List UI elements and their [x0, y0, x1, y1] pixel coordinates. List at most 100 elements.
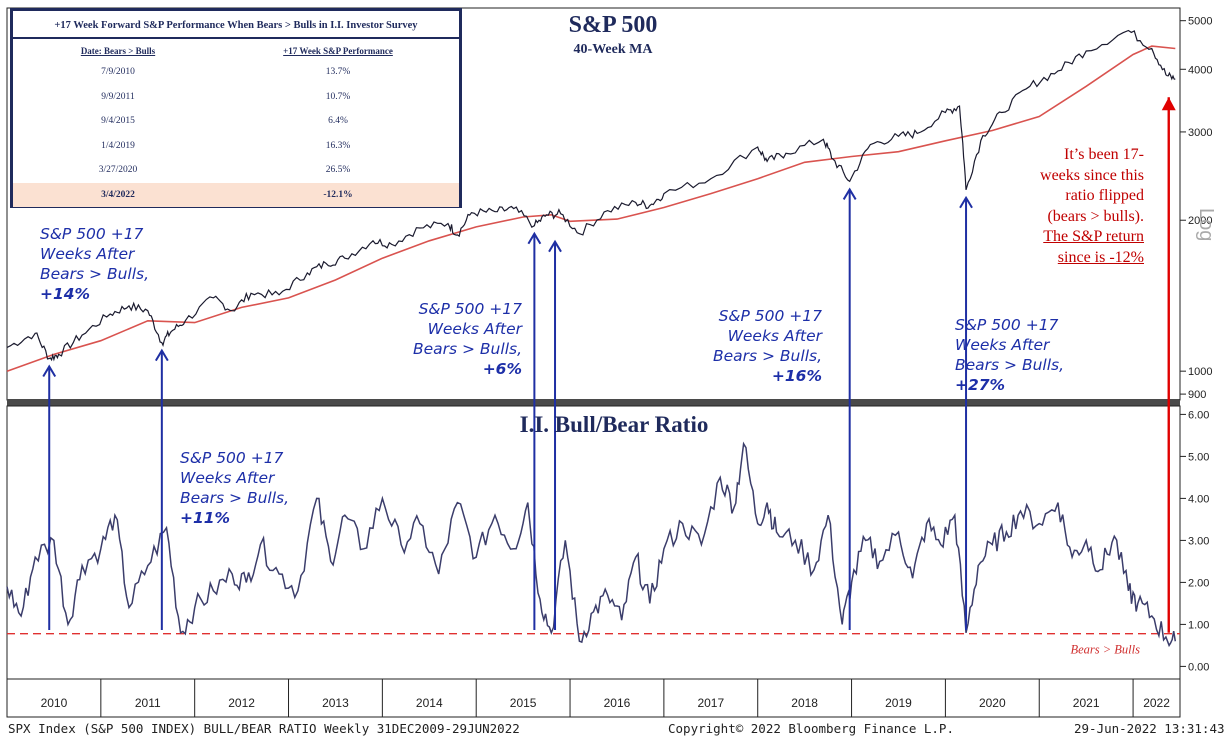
ratio-y-tick-label: 2.00: [1188, 577, 1209, 589]
red-note-line: It’s been 17-: [1064, 146, 1144, 163]
annotation-2015: S&P 500 +17 Weeks After Bears > Bulls, +…: [402, 299, 522, 379]
price-log-label: Log: [1195, 208, 1217, 241]
arrow-blue-head: [154, 348, 169, 362]
panel-divider: [7, 399, 1180, 406]
price-y-tick-label: 3000: [1188, 127, 1212, 139]
red-note-line: ratio flipped: [1065, 187, 1144, 204]
annotation-line: Weeks After: [955, 336, 1050, 354]
x-tick-label: 2013: [322, 696, 349, 710]
ratio-y-tick-label: 5.00: [1188, 451, 1209, 463]
x-axis-band: [6, 678, 1181, 718]
ratio-y-tick-label: 6.00: [1188, 409, 1209, 421]
table-row: 3/27/2020 26.5%: [13, 158, 459, 183]
x-tick-label: 2010: [41, 696, 68, 710]
table-row: 9/9/2011 10.7%: [13, 85, 459, 110]
annotation-line: S&P 500 +17: [180, 449, 284, 467]
table-cell-perf: 16.3%: [325, 140, 351, 151]
table-header-perf: +17 Week S&P Performance: [283, 46, 393, 56]
footer-source: SPX Index (S&P 500 INDEX) BULL/BEAR RATI…: [8, 721, 520, 736]
price-series-line: [6, 29, 1176, 362]
footer-bar: SPX Index (S&P 500 INDEX) BULL/BEAR RATI…: [0, 717, 1229, 745]
table-cell-date: 1/4/2019: [101, 140, 135, 151]
annotation-pct: +14%: [40, 285, 91, 303]
table-cell-perf: 6.4%: [328, 116, 348, 127]
annotation-line: Bears > Bulls,: [412, 340, 522, 358]
annotation-pct: +11%: [180, 509, 231, 527]
threshold-group: Bears > Bulls: [7, 632, 1180, 657]
annotation-line: S&P 500 +17: [718, 307, 822, 325]
price-y-tick-label: 1000: [1188, 366, 1212, 378]
arrow-red-head: [1161, 97, 1176, 111]
price-y-tick-label: 5000: [1188, 16, 1212, 28]
table-header-row: Date: Bears > Bulls +17 Week S&P Perform…: [13, 39, 459, 60]
annotation-line: Weeks After: [427, 320, 522, 338]
annotation-pct: +16%: [771, 367, 822, 385]
x-tick-label: 2017: [697, 696, 724, 710]
arrows-group: [42, 97, 1176, 633]
table-cell-perf: -12.1%: [323, 189, 353, 200]
plot-frame-bottom: [6, 405, 1181, 680]
ma-series-line: [6, 45, 1176, 372]
price-y-axis: 900 1000 2000 3000 4000 5000: [1180, 16, 1212, 401]
price-y-tick-label: 4000: [1188, 64, 1212, 76]
table-cell-perf: 13.7%: [325, 67, 351, 78]
ratio-y-tick-label: 0.00: [1188, 661, 1209, 673]
annotation-pct: +6%: [482, 360, 522, 378]
table-cell-perf: 26.5%: [325, 165, 351, 176]
x-tick-label: 2019: [885, 696, 912, 710]
x-tick-label: 2012: [228, 696, 255, 710]
red-note-line: (bears > bulls).: [1047, 207, 1144, 225]
red-note-line: weeks since this: [1040, 166, 1144, 184]
x-tick-label: 2020: [979, 696, 1006, 710]
annotation-2020: S&P 500 +17 Weeks After Bears > Bulls, +…: [955, 315, 1064, 395]
table-row: 1/4/2019 16.3%: [13, 134, 459, 159]
threshold-label: Bears > Bulls: [1070, 643, 1140, 657]
annotation-line: Weeks After: [180, 469, 275, 487]
annotation-line: S&P 500 +17: [418, 300, 522, 318]
ratio-y-tick-label: 3.00: [1188, 535, 1209, 547]
annotation-2019: S&P 500 +17 Weeks After Bears > Bulls, +…: [700, 306, 822, 386]
annotation-line: Weeks After: [727, 327, 822, 345]
annotation-pct: +27%: [955, 376, 1006, 394]
table-row: 7/9/2010 13.7%: [13, 60, 459, 85]
red-annotation: It’s been 17- weeks since this ratio fli…: [1010, 145, 1144, 268]
red-note-line: The S&P return: [1043, 228, 1144, 245]
annotation-2011: S&P 500 +17 Weeks After Bears > Bulls, +…: [180, 448, 289, 528]
x-tick-label: 2011: [135, 696, 161, 710]
x-tick-label: 2014: [416, 696, 443, 710]
x-tick-label: 2015: [510, 696, 537, 710]
annotation-line: Bears > Bulls,: [180, 489, 290, 507]
table-cell-perf: 10.7%: [325, 91, 351, 102]
x-axis: 2010 2011 2012 2013 2014 2015 2016 2017 2018 2019…: [41, 679, 1170, 717]
price-y-tick-label: 900: [1188, 389, 1206, 401]
table-header-date: Date: Bears > Bulls: [80, 46, 156, 56]
annotation-line: Bears > Bulls,: [712, 347, 822, 365]
x-tick-label: 2018: [791, 696, 818, 710]
annotation-line: S&P 500 +17: [40, 225, 144, 243]
annotation-line: Weeks After: [40, 245, 135, 263]
arrow-blue-head: [42, 364, 57, 377]
table-cell-date: 3/27/2020: [98, 165, 138, 176]
x-tick-label: 2016: [604, 696, 631, 710]
x-tick-label: 2021: [1073, 696, 1100, 710]
ratio-chart-title: I.I. Bull/Bear Ratio: [520, 412, 709, 437]
annotation-line: Bears > Bulls,: [955, 356, 1065, 374]
arrow-blue-head: [527, 231, 542, 245]
table-row-highlight: 3/4/2022 -12.1%: [13, 182, 459, 207]
table-cell-date: 9/4/2015: [101, 116, 135, 127]
table-title: +17 Week Forward S&P Performance When Be…: [13, 11, 459, 39]
table-cell-date: 7/9/2010: [101, 67, 135, 78]
annotation-line: Bears > Bulls,: [40, 265, 150, 283]
ratio-y-tick-label: 1.00: [1188, 619, 1209, 631]
table-row: 9/4/2015 6.4%: [13, 109, 459, 134]
price-chart-subtitle: 40-Week MA: [574, 42, 654, 57]
annotation-line: S&P 500 +17: [955, 316, 1059, 334]
arrow-blue-head: [548, 239, 562, 253]
ratio-y-axis: 0.00 1.00 2.00 3.00 4.00 5.00 6.00: [1180, 409, 1209, 673]
table-cell-date: 9/9/2011: [101, 91, 135, 102]
price-y-tick-label: 2000: [1188, 215, 1212, 227]
red-note-line: since is -12%: [1057, 248, 1144, 266]
footer-copyright: Copyright© 2022 Bloomberg Finance L.P.: [668, 721, 954, 736]
table-cell-date: 3/4/2022: [101, 189, 135, 200]
